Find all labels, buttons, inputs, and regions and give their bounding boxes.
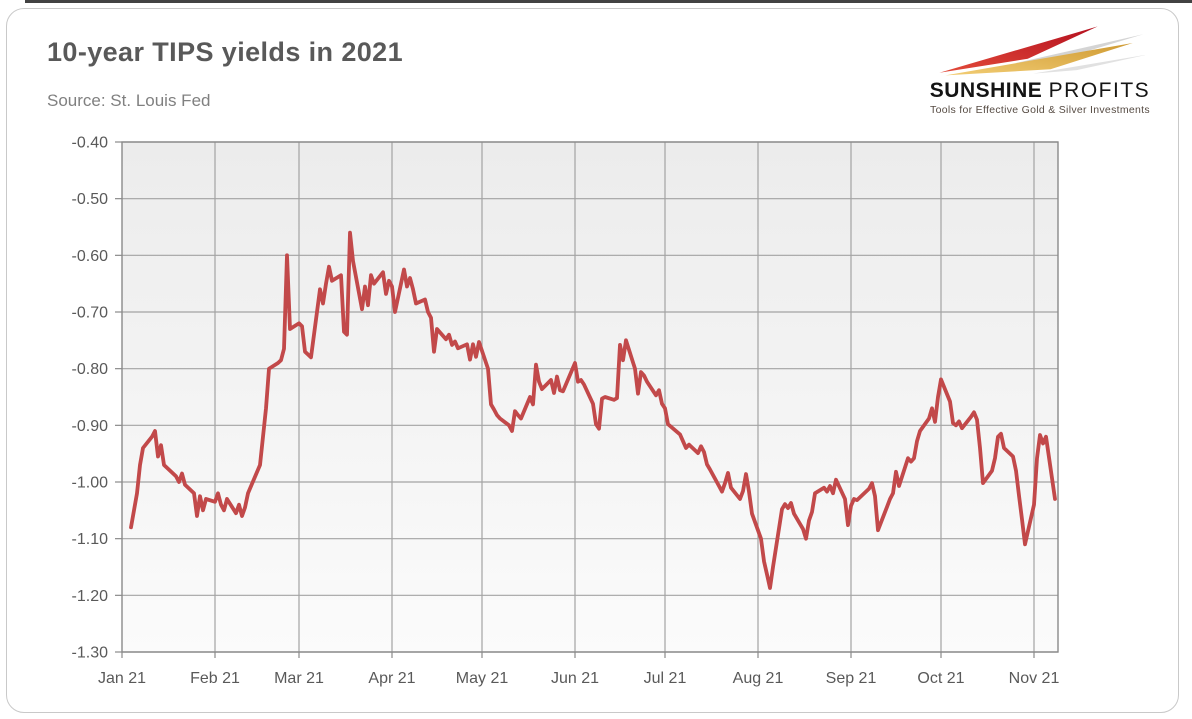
y-axis-label: -0.80 [72, 361, 109, 378]
logo-name: SUNSHINE PROFITS [920, 79, 1160, 103]
y-axis-label: -0.90 [72, 418, 109, 435]
y-axis-label: -0.50 [72, 191, 109, 208]
page-title: 10-year TIPS yields in 2021 [47, 37, 403, 67]
y-axis-label: -1.20 [72, 588, 109, 605]
x-axis-label: Jun 21 [551, 670, 599, 687]
y-axis-label: -1.10 [72, 531, 109, 548]
x-axis-label: Jul 21 [644, 670, 687, 687]
y-axis-label: -0.70 [72, 305, 109, 322]
logo-arrows-icon [939, 26, 1145, 76]
sunshine-profits-logo: SUNSHINE PROFITS Tools for Effective Gol… [920, 21, 1160, 116]
x-axis-label: Sep 21 [826, 670, 877, 687]
y-axis-label: -1.30 [72, 645, 109, 662]
x-axis-label: May 21 [456, 670, 509, 687]
x-axis-label: Mar 21 [274, 670, 324, 687]
x-axis-label: Apr 21 [368, 670, 415, 687]
plot-border [121, 141, 1059, 653]
x-axis-label: Jan 21 [98, 670, 146, 687]
logo-tagline: Tools for Effective Gold & Silver Invest… [930, 104, 1150, 116]
source-label: Source: St. Louis Fed [47, 91, 211, 110]
x-axis-label: Nov 21 [1009, 670, 1060, 687]
window-edge-strip [25, 0, 1192, 3]
y-axis-label: -0.60 [72, 248, 109, 265]
logo-name-light: PROFITS [1048, 79, 1151, 102]
chart-card: 10-year TIPS yields in 2021 Source: St. … [6, 8, 1179, 713]
chart-canvas: -0.40 -0.50 -0.60 -0.70 -0.80 -0.90 -1.00 -1.10… [72, 135, 1060, 688]
x-axis-label: Feb 21 [190, 670, 240, 687]
x-axis-label: Aug 21 [733, 670, 784, 687]
y-axis-label: -0.40 [72, 135, 109, 152]
x-axis-label: Oct 21 [917, 670, 964, 687]
y-axis-label: -1.00 [72, 475, 109, 492]
yield-line [129, 230, 1057, 590]
logo-name-bold: SUNSHINE [929, 79, 1043, 102]
